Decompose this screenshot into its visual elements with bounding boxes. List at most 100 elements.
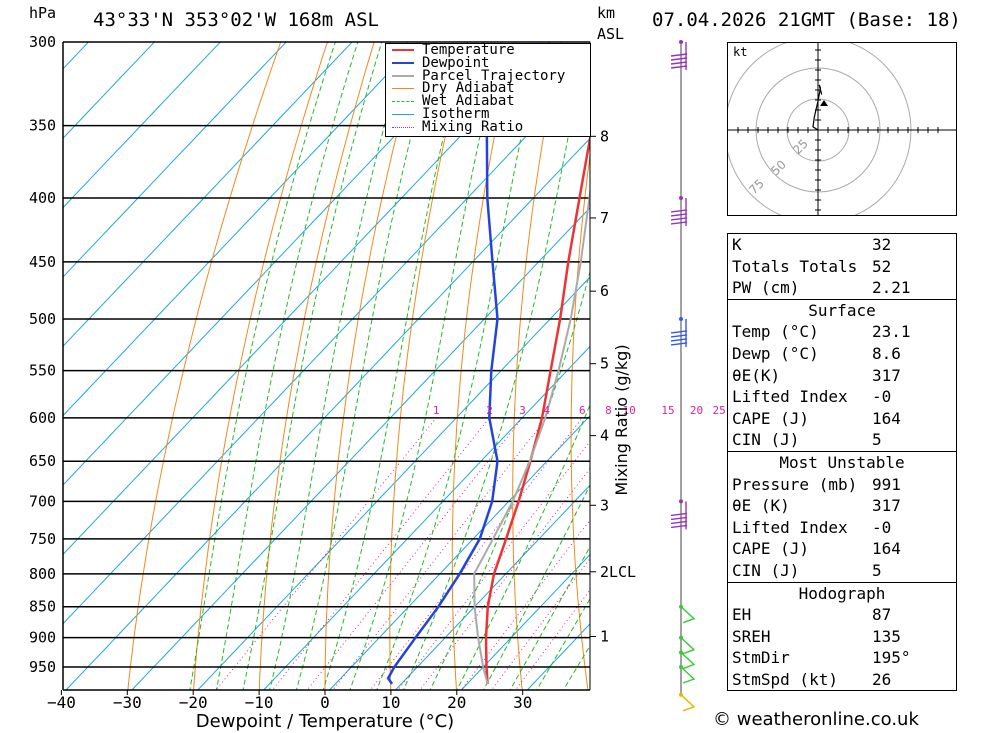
profile-dewpoint xyxy=(386,42,538,685)
mixing-ratio-line xyxy=(332,417,548,690)
legend-swatch xyxy=(392,74,414,77)
most-unstable-indices: Most Unstable Pressure (mb) 991 θE (K) 317 L… xyxy=(728,452,956,583)
x-axis-title: Dewpoint / Temperature (°C) xyxy=(196,711,454,732)
dry-adiabat-line xyxy=(628,24,657,701)
location-title: 43°33'N 353°02'W 168m ASL xyxy=(93,9,379,31)
index-value: 317 xyxy=(872,365,901,385)
legend-swatch xyxy=(392,113,414,115)
temperature-tick-label: −40 xyxy=(47,693,76,712)
legend-label: Mixing Ratio xyxy=(422,118,524,135)
index-value: 135 xyxy=(872,626,901,646)
hodograph-trace xyxy=(812,84,823,131)
index-value: 164 xyxy=(872,539,901,559)
general-row: K 32 xyxy=(728,234,956,256)
isotherm-line xyxy=(63,42,419,417)
wind-barb xyxy=(670,501,688,530)
legend-swatch xyxy=(392,62,414,65)
legend-item: Parcel Trajectory xyxy=(386,67,590,84)
wind-barb xyxy=(670,318,688,347)
legend-item: Temperature xyxy=(386,43,590,57)
most-unstable-row: θE (K) 317 xyxy=(728,495,956,517)
temperature-tick-label: −30 xyxy=(113,693,142,712)
km-tick-label: 4 xyxy=(600,427,609,445)
km-tick-label: 2 xyxy=(600,563,609,581)
general-indices: K 32 Totals Totals 52 PW (cm) 2.21 xyxy=(728,234,956,300)
mixing-ratio-label: 20 xyxy=(690,404,703,417)
isotherm-line xyxy=(63,42,287,278)
index-value: 317 xyxy=(872,496,901,516)
copyright: © weatheronline.co.uk xyxy=(713,709,919,730)
most-unstable-row: CIN (J) 5 xyxy=(728,560,956,582)
index-label: PW (cm) xyxy=(732,278,800,298)
profile-temperature xyxy=(484,131,590,684)
index-label: Temp (°C) xyxy=(732,322,819,342)
km-tick-label: 7 xyxy=(600,209,609,227)
temperature-tick-label: 20 xyxy=(447,693,466,712)
km-tick-label: 6 xyxy=(600,282,609,300)
index-label: StmDir xyxy=(732,648,790,668)
legend-item: Dewpoint xyxy=(386,54,590,71)
surface-row: Temp (°C) 23.1 xyxy=(728,321,956,343)
most-unstable-row: Pressure (mb) 991 xyxy=(728,474,956,496)
mixing-ratio-line xyxy=(490,557,590,690)
most-unstable-title: Most Unstable xyxy=(779,452,905,472)
legend-label: Wet Adiabat xyxy=(422,93,515,110)
legend-label: Dry Adiabat xyxy=(422,80,515,97)
legend-swatch xyxy=(392,126,414,128)
index-label: θE (K) xyxy=(732,496,790,516)
legend-swatch xyxy=(392,101,414,103)
wind-barb-dot xyxy=(679,40,683,44)
pressure-tick-label: 900 xyxy=(29,629,56,647)
isotherm-line xyxy=(394,484,590,690)
index-value: 5 xyxy=(872,430,882,450)
most-unstable-row: CAPE (J) 164 xyxy=(728,538,956,560)
wind-barb xyxy=(680,606,696,624)
index-label: Totals Totals xyxy=(732,256,858,276)
unit-hpa: hPa xyxy=(29,4,57,22)
km-tick-label: 3 xyxy=(600,496,609,514)
hodograph-unit: kt xyxy=(733,45,748,59)
surface-title: Surface xyxy=(808,300,876,320)
mixing-ratio-label: 4 xyxy=(544,404,551,417)
index-label: Lifted Index xyxy=(732,387,848,407)
legend-item: Isotherm xyxy=(386,107,590,121)
index-label: Lifted Index xyxy=(732,517,848,537)
wind-barb xyxy=(670,197,688,226)
index-label: θE(K) xyxy=(732,365,781,385)
surface-indices: Surface Temp (°C) 23.1 Dewp (°C) 8.6 θE(K) 31… xyxy=(728,300,956,452)
legend-label: Dewpoint xyxy=(422,54,490,71)
index-label: CAPE (J) xyxy=(732,408,810,428)
index-value: 52 xyxy=(872,256,892,276)
mixing-ratio-label: 3 xyxy=(519,404,526,417)
mixing-ratio-label: 15 xyxy=(661,404,674,417)
lcl-label: LCL xyxy=(609,563,636,581)
index-value: 8.6 xyxy=(872,343,901,363)
unit-km: km xyxy=(597,4,616,22)
index-value: 23.1 xyxy=(872,322,911,342)
index-value: 32 xyxy=(872,235,892,254)
wind-barb-dot xyxy=(679,499,683,504)
surface-row: Dewp (°C) 8.6 xyxy=(728,343,956,365)
index-label: SREH xyxy=(732,626,771,646)
mixing-ratio-line xyxy=(306,417,523,690)
hodograph-panel: 25 50 75 kt xyxy=(727,42,957,216)
storm-motion-marker xyxy=(820,100,828,106)
hodograph-row: StmSpd (kt) 26 xyxy=(728,669,956,691)
temperature-tick-label: −20 xyxy=(179,693,208,712)
temperature-tick-label: 30 xyxy=(513,693,532,712)
pressure-tick-label: 700 xyxy=(29,492,56,510)
unit-asl: ASL xyxy=(597,25,625,43)
temperature-tick-label: 0 xyxy=(320,693,330,712)
hodograph-ring-label: 50 xyxy=(768,157,789,178)
km-tick-label: 8 xyxy=(600,127,609,145)
temperature-tick-label: −10 xyxy=(245,693,274,712)
general-row: PW (cm) 2.21 xyxy=(728,277,956,299)
indices-table: K 32 Totals Totals 52 PW (cm) 2.21 Surface Te… xyxy=(727,233,957,692)
dry-adiabat-line xyxy=(981,24,1000,701)
hodograph-title: Hodograph xyxy=(798,583,886,603)
datetime-title: 07.04.2026 21GMT (Base: 18) xyxy=(652,9,961,31)
pressure-tick-label: 450 xyxy=(29,253,56,271)
legend-label: Parcel Trajectory xyxy=(422,67,566,84)
index-label: CAPE (J) xyxy=(732,539,810,559)
hodograph-row: SREH 135 xyxy=(728,626,956,648)
